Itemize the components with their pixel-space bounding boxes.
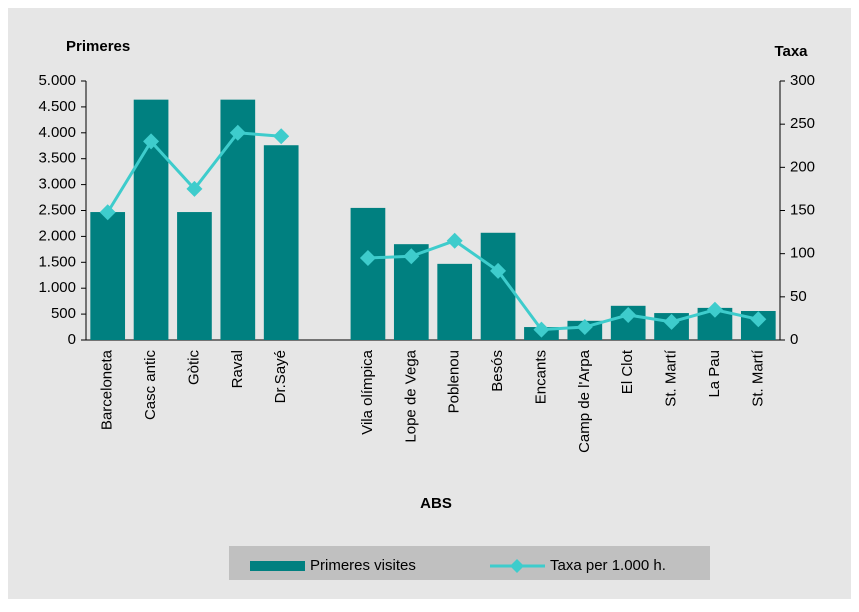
line-marker [446, 232, 463, 249]
line-marker [143, 133, 160, 150]
line-marker [403, 248, 420, 265]
x-tick-label: Lope de Vega [402, 349, 419, 442]
y2-tick-label: 50 [790, 288, 807, 305]
y-tick-label: 2.000 [38, 227, 76, 244]
y2-tick-label: 250 [790, 115, 815, 132]
y-tick-label: 2.500 [38, 201, 76, 218]
line-marker [229, 124, 246, 141]
x-tick-label: Barceloneta [99, 349, 116, 430]
x-tick-label: Camp de l'Arpa [576, 349, 593, 453]
legend-label: Primeres visites [310, 557, 416, 574]
x-tick-label: Gòtic [185, 350, 202, 386]
legend-label: Taxa per 1.000 h. [550, 557, 666, 574]
x-tick-label: St. Martí [663, 349, 680, 407]
bar [263, 145, 299, 340]
legend-marker [510, 559, 524, 573]
line-marker [490, 262, 507, 279]
line-marker [750, 311, 767, 328]
y2-tick-label: 0 [790, 331, 798, 348]
y2-tick-label: 300 [790, 72, 815, 89]
y2-axis-title: Taxa [774, 43, 808, 60]
y-tick-label: 0 [68, 331, 76, 348]
line-marker [99, 204, 116, 221]
line-marker [533, 321, 550, 338]
y2-tick-label: 100 [790, 245, 815, 262]
y-tick-label: 4.500 [38, 98, 76, 115]
y-tick-label: 1.500 [38, 253, 76, 270]
y2-tick-label: 200 [790, 158, 815, 175]
x-tick-label: Encants [532, 350, 549, 404]
line-marker [273, 128, 290, 145]
bar [177, 212, 212, 340]
bar [90, 212, 126, 340]
x-tick-label: Poblenou [446, 350, 463, 413]
legend-swatch [250, 561, 305, 571]
y-tick-label: 1.000 [38, 279, 76, 296]
legend-box [229, 546, 710, 580]
y-tick-label: 5.000 [38, 72, 76, 89]
y-tick-label: 3.500 [38, 150, 76, 167]
x-tick-label: Besós [489, 350, 506, 392]
bar [437, 263, 473, 340]
line-marker [663, 313, 680, 330]
line-marker [576, 319, 593, 336]
line-marker [186, 180, 203, 197]
bar [350, 207, 386, 340]
line-marker [620, 306, 637, 323]
y-tick-label: 4.000 [38, 124, 76, 141]
line-marker [706, 301, 723, 318]
y-tick-label: 500 [51, 305, 76, 322]
y2-tick-label: 150 [790, 201, 815, 218]
x-tick-label: St. Martí [749, 349, 766, 407]
y-tick-label: 3.000 [38, 176, 76, 193]
x-tick-label: El Clot [619, 349, 636, 394]
x-axis-title: ABS [420, 495, 452, 512]
x-tick-label: Casc antic [142, 350, 159, 421]
x-tick-label: Dr.Sayé [272, 350, 289, 403]
x-tick-label: Raval [229, 350, 246, 388]
x-tick-label: Vila olímpica [359, 349, 376, 434]
line-marker [359, 249, 376, 266]
x-tick-label: La Pau [706, 350, 723, 398]
y-axis-title: Primeres [66, 38, 130, 55]
